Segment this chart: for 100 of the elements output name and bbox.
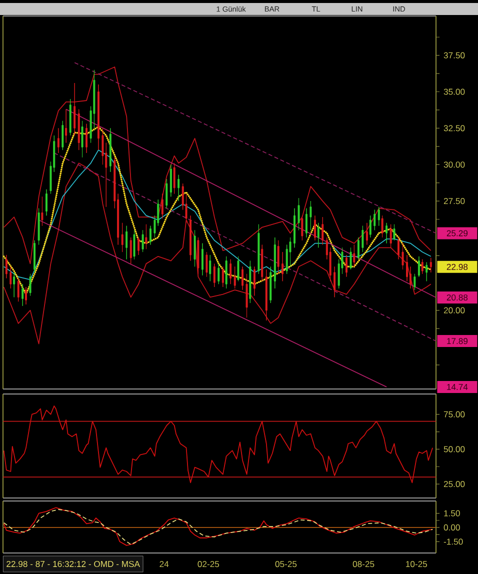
candlestick bbox=[62, 120, 64, 150]
candlestick bbox=[213, 263, 216, 288]
candlestick bbox=[314, 215, 316, 241]
candlestick bbox=[274, 237, 276, 289]
candlestick bbox=[390, 224, 392, 248]
y-tick-label: 37.50 bbox=[444, 52, 465, 58]
candlestick bbox=[197, 237, 200, 274]
x-tick-label: 10-25 bbox=[406, 561, 428, 568]
candlestick bbox=[374, 210, 376, 230]
candlestick bbox=[378, 206, 380, 226]
line-series bbox=[2, 126, 432, 296]
y-tick-label: 20.00 bbox=[444, 307, 465, 314]
x-tick-label: 24 bbox=[160, 561, 169, 568]
y-tick-label: 0.00 bbox=[444, 524, 460, 531]
candlestick bbox=[322, 216, 324, 245]
candlestick bbox=[126, 226, 128, 260]
candlestick bbox=[74, 82, 76, 136]
candlestick bbox=[282, 252, 284, 282]
candlestick bbox=[178, 174, 180, 202]
candlestick bbox=[258, 224, 260, 274]
annotation: 17.89 bbox=[447, 338, 468, 344]
candlestick bbox=[353, 244, 356, 267]
candlestick bbox=[346, 254, 348, 278]
candlestick bbox=[305, 208, 308, 238]
candlestick bbox=[222, 266, 224, 288]
y-tick-label: 75.00 bbox=[444, 411, 465, 418]
annotation: 25.29 bbox=[446, 230, 468, 236]
candlestick bbox=[57, 128, 60, 154]
candlestick bbox=[426, 262, 428, 282]
candlestick bbox=[194, 230, 196, 267]
candlestick bbox=[201, 243, 204, 276]
y-tick-label: 32.50 bbox=[444, 125, 465, 132]
candlestick bbox=[418, 256, 420, 278]
candlestick bbox=[402, 243, 404, 270]
candlestick bbox=[10, 266, 12, 289]
candlestick bbox=[145, 224, 148, 250]
candlestick bbox=[265, 269, 268, 321]
candlestick bbox=[69, 98, 72, 136]
candlestick bbox=[421, 259, 424, 274]
candlestick bbox=[38, 208, 40, 245]
y-tick-label: 27.50 bbox=[444, 198, 465, 204]
candlestick bbox=[397, 237, 400, 260]
candlestick bbox=[45, 189, 48, 216]
candlestick bbox=[206, 252, 208, 278]
line-series bbox=[3, 406, 434, 484]
annotation: 20.88 bbox=[446, 294, 468, 301]
candlestick bbox=[17, 278, 20, 302]
candlestick bbox=[298, 198, 300, 230]
candlestick bbox=[261, 244, 264, 282]
candlestick bbox=[166, 178, 168, 209]
candlestick bbox=[190, 215, 192, 262]
annotation: 14.74 bbox=[447, 384, 468, 390]
candlestick bbox=[25, 286, 28, 305]
candlestick bbox=[270, 266, 272, 304]
candlestick bbox=[65, 108, 68, 144]
line-series bbox=[3, 162, 432, 344]
candlestick bbox=[78, 108, 80, 150]
candlestick bbox=[13, 272, 16, 298]
candlestick bbox=[369, 215, 372, 238]
y-tick-label: 50.00 bbox=[444, 446, 465, 452]
candlestick bbox=[173, 162, 176, 194]
candlestick bbox=[393, 224, 396, 241]
candlestick bbox=[41, 196, 44, 226]
line-series bbox=[3, 150, 432, 280]
candlestick bbox=[242, 266, 244, 290]
candlestick bbox=[161, 194, 164, 219]
candlestick bbox=[230, 259, 232, 284]
candlestick bbox=[142, 230, 144, 252]
candlestick bbox=[386, 222, 388, 244]
candlestick bbox=[121, 222, 124, 252]
y-tick-label: 30.00 bbox=[444, 162, 465, 168]
x-tick-label: 05-25 bbox=[275, 561, 297, 568]
candlestick bbox=[138, 237, 140, 256]
x-tick-label: 08-25 bbox=[352, 561, 374, 568]
candlestick bbox=[357, 237, 360, 260]
y-tick-label: 35.00 bbox=[444, 88, 465, 95]
y-tick-label: 1.50 bbox=[444, 510, 460, 516]
candlestick bbox=[149, 226, 152, 245]
candlestick bbox=[218, 263, 220, 284]
candlestick bbox=[133, 230, 136, 260]
candlestick bbox=[5, 254, 8, 279]
candlestick bbox=[277, 240, 280, 274]
y-tick-label: 25.00 bbox=[444, 481, 465, 488]
candlestick bbox=[22, 284, 24, 306]
candlestick bbox=[249, 260, 252, 304]
candlestick bbox=[301, 215, 304, 241]
candlestick bbox=[310, 200, 312, 230]
candlestick bbox=[366, 222, 368, 245]
candlestick bbox=[334, 266, 336, 298]
candlestick bbox=[29, 274, 32, 296]
candlestick bbox=[237, 256, 240, 282]
candlestick bbox=[362, 226, 364, 252]
annotation: 22.98 bbox=[446, 264, 468, 270]
candlestick bbox=[234, 266, 236, 289]
candlestick bbox=[246, 274, 248, 318]
candlestick bbox=[109, 128, 112, 172]
candlestick bbox=[209, 254, 212, 282]
candlestick bbox=[430, 258, 432, 273]
candlestick bbox=[34, 240, 36, 273]
x-tick-label: 02-25 bbox=[198, 561, 220, 568]
